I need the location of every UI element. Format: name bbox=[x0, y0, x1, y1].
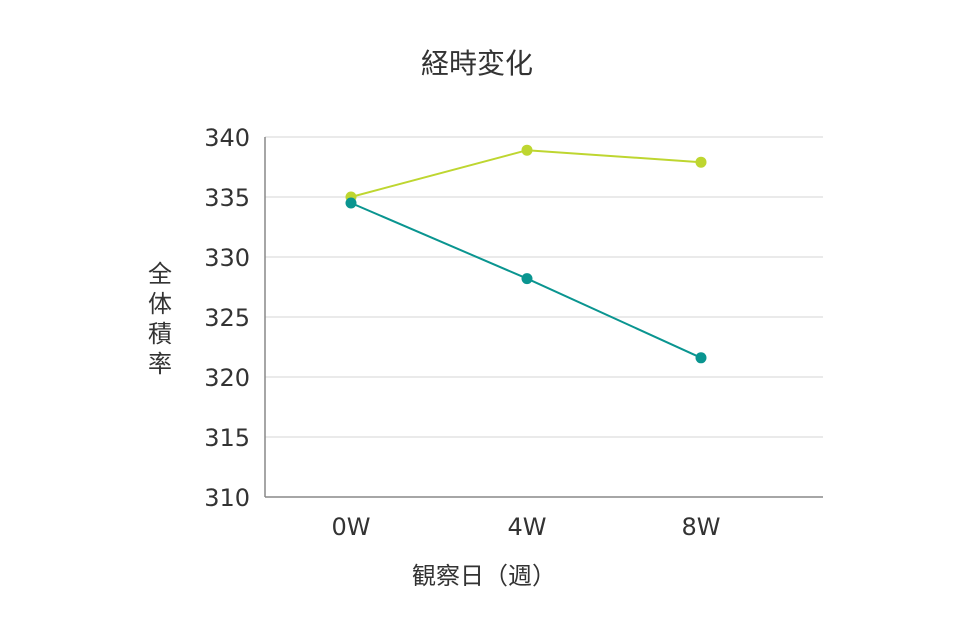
x-axis-title: 観察日（週） bbox=[412, 562, 556, 590]
x-tick-label: 4W bbox=[508, 513, 547, 541]
y-axis-title-char: 積 bbox=[148, 320, 172, 348]
y-axis-title-char: 全 bbox=[148, 260, 172, 288]
series-2-point bbox=[521, 273, 533, 285]
series-2-point bbox=[345, 197, 357, 209]
y-axis-title-char: 体 bbox=[148, 290, 172, 318]
y-tick-labels: 310 315 320 325 330 335 340 bbox=[204, 124, 250, 512]
series-line-1 bbox=[350, 149, 702, 198]
y-tick-label: 325 bbox=[204, 304, 250, 332]
series-group bbox=[345, 144, 707, 364]
y-tick-label: 310 bbox=[204, 484, 250, 512]
gridlines bbox=[265, 136, 823, 438]
y-tick-label: 335 bbox=[204, 184, 250, 212]
y-tick-label: 330 bbox=[204, 244, 250, 272]
chart-title: 経時変化 bbox=[421, 47, 533, 80]
series-2-point bbox=[695, 352, 707, 364]
series-1-point bbox=[695, 156, 707, 168]
y-tick-label: 340 bbox=[204, 124, 250, 152]
series-1-point bbox=[521, 144, 533, 156]
x-tick-labels: 0W 4W 8W bbox=[332, 513, 721, 541]
y-axis-title-char: 率 bbox=[148, 350, 172, 378]
x-tick-label: 0W bbox=[332, 513, 371, 541]
axes bbox=[264, 137, 823, 498]
y-tick-label: 315 bbox=[204, 424, 250, 452]
x-tick-label: 8W bbox=[682, 513, 721, 541]
y-tick-label: 320 bbox=[204, 364, 250, 392]
